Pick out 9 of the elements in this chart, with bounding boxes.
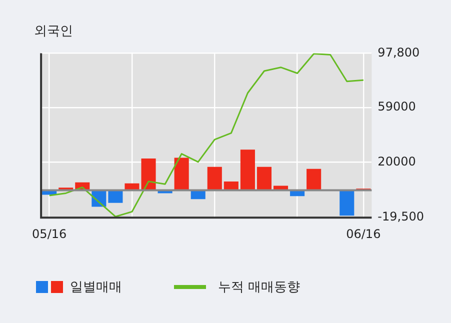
legend-label: 일별매매 bbox=[70, 279, 122, 296]
y-tick-label: 59000 bbox=[378, 100, 416, 114]
x-tick-label: 05/16 bbox=[32, 226, 67, 241]
y-tick-label: 20000 bbox=[378, 154, 416, 168]
chart-title: 외국인 bbox=[33, 23, 74, 40]
y-tick-label: -19,500 bbox=[378, 210, 424, 224]
y-tick-label: 97,800 bbox=[378, 45, 420, 60]
legend-label: 누적 매매동향 bbox=[218, 279, 300, 296]
x-tick-label: 06/16 bbox=[346, 226, 381, 241]
